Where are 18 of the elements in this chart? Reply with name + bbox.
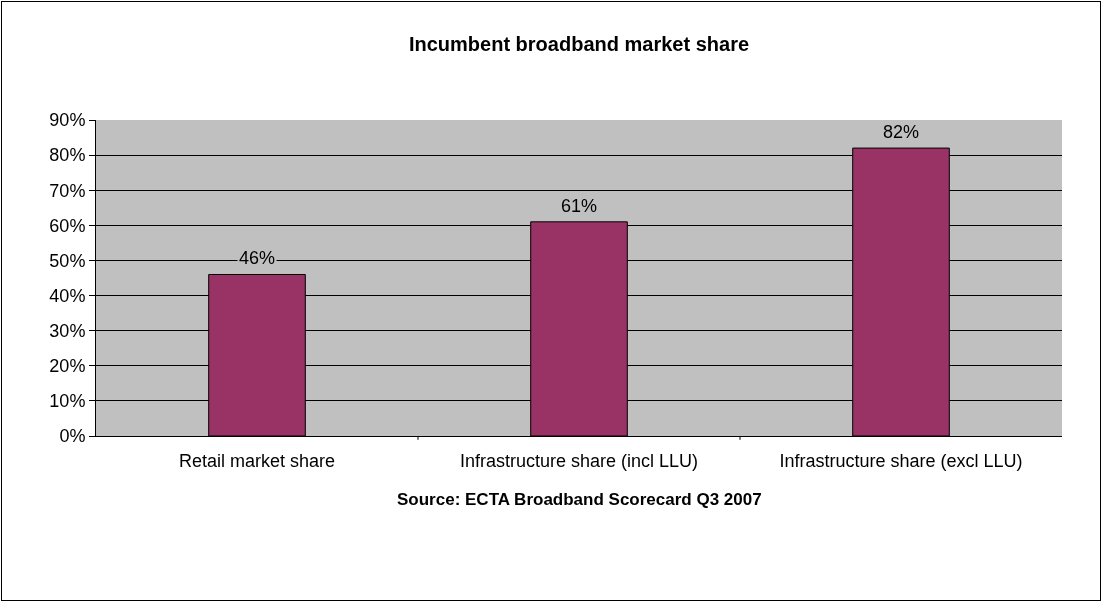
y-tick-label: 30% xyxy=(49,320,86,341)
y-tick-label: 0% xyxy=(59,426,86,447)
y-tick-label: 80% xyxy=(49,145,86,166)
y-tick-label: 50% xyxy=(49,250,86,271)
x-tick-label: Retail market share xyxy=(178,450,336,471)
chart-title: Incumbent broadband market share xyxy=(408,33,750,55)
source-note: Source: ECTA Broadband Scorecard Q3 2007 xyxy=(397,490,762,509)
data-label: 82% xyxy=(883,122,920,142)
y-tick-label: 60% xyxy=(49,215,86,236)
y-tick-label: 20% xyxy=(49,356,86,377)
data-label: 61% xyxy=(561,196,598,216)
y-tick-label: 10% xyxy=(49,391,86,412)
data-label: 46% xyxy=(239,248,276,268)
y-tick-label: 90% xyxy=(49,110,86,131)
y-tick-label: 70% xyxy=(49,180,86,201)
y-tick-label: 40% xyxy=(49,285,86,306)
x-tick-label: Infrastructure share (incl LLU) xyxy=(459,450,699,471)
x-tick-label: Infrastructure share (excl LLU) xyxy=(779,450,1023,471)
